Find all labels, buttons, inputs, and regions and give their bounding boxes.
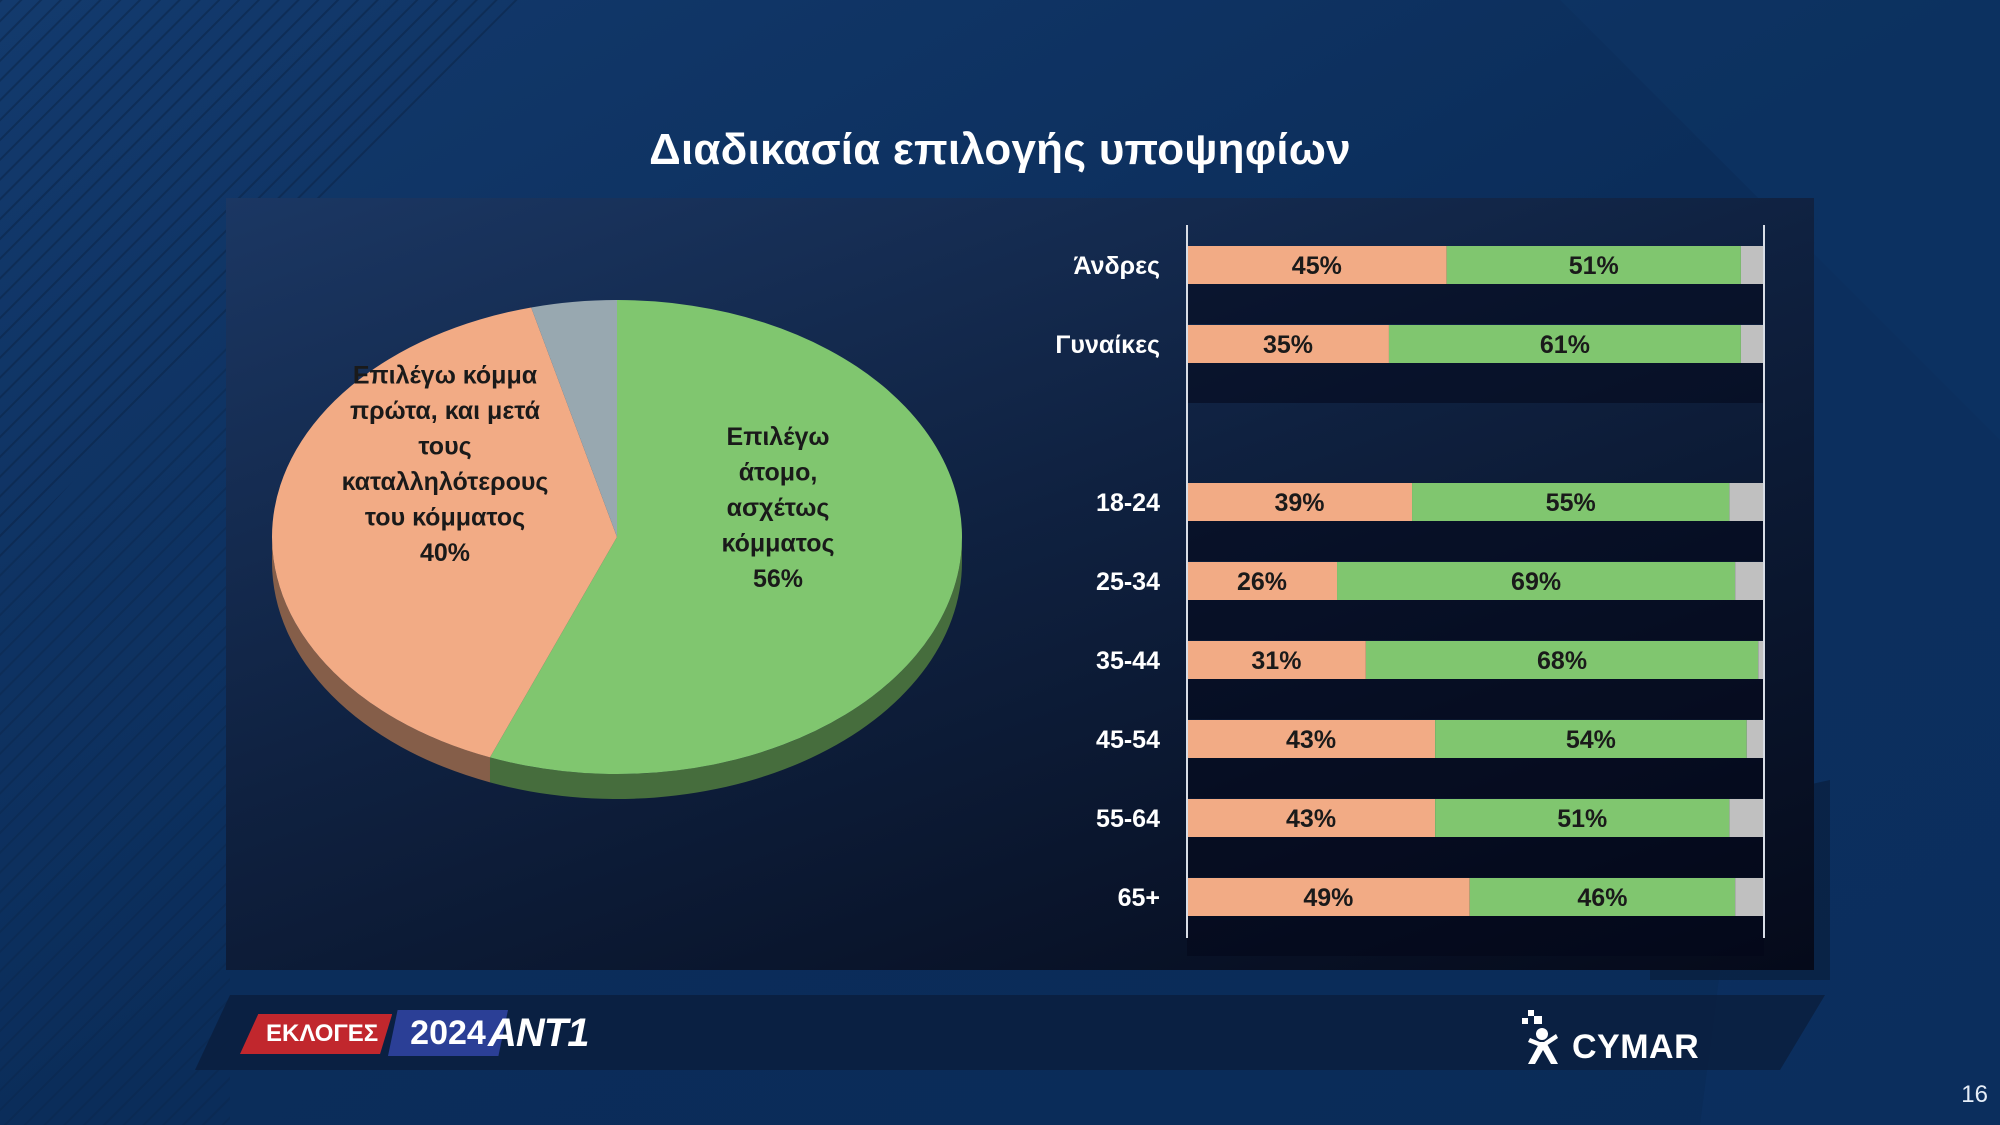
bar-segment-0 (1187, 325, 1389, 363)
bar-segment-1 (1337, 562, 1736, 600)
bar-value-label: 55% (1546, 489, 1596, 517)
election-label: ΕΚΛΟΓΕΣ (240, 1014, 393, 1054)
bar-value-label: 49% (1303, 884, 1353, 912)
bar-segment-2 (1729, 483, 1764, 521)
pollster-name: CYMAR (1572, 1028, 1700, 1066)
channel-logo: ANT1 (488, 1011, 589, 1055)
bar-segment-0 (1187, 799, 1436, 837)
page-number: 16 (1961, 1081, 1988, 1108)
bar-category-label: 65+ (1118, 884, 1160, 912)
pie-label-1: Επιλέγω κόμμα πρώτα, και μετά τους καταλληλ… (342, 361, 549, 567)
bar-value-label: 43% (1286, 805, 1336, 833)
bar-category-label: 18-24 (1096, 489, 1160, 517)
bar-segment-1 (1365, 641, 1759, 679)
bar-segment-2 (1740, 325, 1764, 363)
chart-title: Διαδικασία επιλογής υποψηφίων (649, 125, 1351, 174)
bar-segment-1 (1446, 246, 1741, 284)
bar-value-label: 39% (1274, 489, 1324, 517)
bar-category-label: 25-34 (1096, 568, 1160, 596)
pie-side-1 (272, 537, 490, 783)
bar-segment-0 (1187, 246, 1447, 284)
bar-segment-2 (1740, 246, 1764, 284)
pie-label-0: Επιλέγω άτομο, ασχέτως κόμματος 56% (721, 423, 834, 593)
bar-value-label: 54% (1566, 726, 1616, 754)
bar-segment-1 (1435, 720, 1747, 758)
bar-category-label: 55-64 (1096, 805, 1160, 833)
pie-slice-0 (489, 300, 962, 775)
bar-segment-2 (1746, 720, 1764, 758)
bar-segment-0 (1187, 641, 1366, 679)
pie-slice-2 (531, 300, 617, 537)
pollster-logo: CYMAR (1520, 1008, 1720, 1068)
bar-value-label: 31% (1251, 647, 1301, 675)
pie-label-line: τους (418, 432, 471, 460)
bar-segment-1 (1388, 325, 1741, 363)
pie-label-line: άτομο, (739, 459, 818, 487)
bar-segment-2 (1758, 641, 1764, 679)
bar-category-label: Γυναίκες (1055, 331, 1160, 359)
bar-segment-2 (1735, 878, 1764, 916)
bar-segment-1 (1435, 799, 1730, 837)
pie-side-0 (489, 537, 962, 800)
bar-value-label: 51% (1569, 252, 1619, 280)
bar-segment-0 (1187, 878, 1470, 916)
bar-category-label: 35-44 (1096, 647, 1160, 675)
pie-label-line: Επιλέγω κόμμα (353, 361, 538, 389)
cymar-icon (1522, 1010, 1558, 1064)
bar-segment-2 (1735, 562, 1764, 600)
pie-label-line: 40% (420, 539, 470, 567)
pie-label-line: Επιλέγω (727, 423, 830, 451)
pie-label-line: του κόμματος (365, 503, 525, 531)
bar-category-label: Άνδρες (1073, 252, 1160, 280)
bar-segment-0 (1187, 483, 1413, 521)
bar-value-label: 26% (1237, 568, 1287, 596)
bar-segment-0 (1187, 562, 1338, 600)
bar-segment-0 (1187, 720, 1436, 758)
bar-value-label: 69% (1511, 568, 1561, 596)
pie-label-line: 56% (753, 565, 803, 593)
pie-label-line: καταλληλότερους (342, 468, 549, 496)
bar-value-label: 35% (1263, 331, 1313, 359)
election-year: 2024 (388, 1010, 508, 1056)
bar-segment-1 (1412, 483, 1730, 521)
bar-value-label: 68% (1537, 647, 1587, 675)
pie-label-line: ασχέτως (727, 494, 830, 522)
bar-category-label: 45-54 (1096, 726, 1160, 754)
bar-value-label: 45% (1292, 252, 1342, 280)
bar-segment-2 (1729, 799, 1764, 837)
pie-slice-1 (271, 307, 617, 758)
pie-label-line: κόμματος (721, 530, 834, 558)
bar-value-label: 46% (1577, 884, 1627, 912)
bar-value-label: 51% (1557, 805, 1607, 833)
bar-segment-1 (1469, 878, 1736, 916)
bar-value-label: 61% (1540, 331, 1590, 359)
bar-value-label: 43% (1286, 726, 1336, 754)
pie-label-line: πρώτα, και μετά (350, 397, 541, 425)
